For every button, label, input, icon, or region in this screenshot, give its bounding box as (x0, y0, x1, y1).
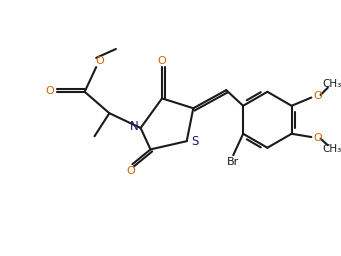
Text: N: N (130, 120, 138, 133)
Text: CH₃: CH₃ (322, 144, 341, 154)
Text: O: O (127, 166, 135, 176)
Text: O: O (313, 133, 322, 143)
Text: O: O (45, 86, 54, 96)
Text: S: S (191, 135, 198, 148)
Text: O: O (96, 56, 104, 66)
Text: Br: Br (227, 157, 239, 167)
Text: O: O (158, 56, 166, 66)
Text: O: O (313, 91, 322, 101)
Text: CH₃: CH₃ (322, 79, 341, 89)
